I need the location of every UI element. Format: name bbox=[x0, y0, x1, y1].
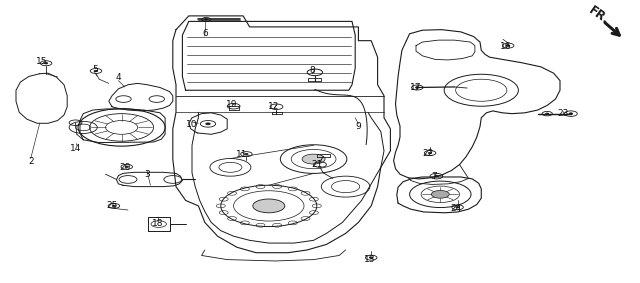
Text: 13: 13 bbox=[364, 255, 375, 264]
Text: 19: 19 bbox=[226, 100, 237, 108]
Text: 4: 4 bbox=[116, 73, 121, 82]
Text: 2: 2 bbox=[28, 157, 33, 166]
Circle shape bbox=[112, 205, 116, 207]
Circle shape bbox=[428, 152, 432, 154]
Circle shape bbox=[369, 257, 373, 258]
Text: 16: 16 bbox=[500, 42, 511, 51]
Circle shape bbox=[205, 19, 207, 20]
Circle shape bbox=[44, 63, 48, 64]
Text: 23: 23 bbox=[557, 109, 569, 118]
Circle shape bbox=[94, 70, 98, 72]
Circle shape bbox=[569, 113, 573, 114]
Text: 9: 9 bbox=[356, 121, 361, 130]
Text: 21: 21 bbox=[311, 160, 323, 169]
Text: 8: 8 bbox=[310, 67, 315, 76]
Circle shape bbox=[244, 153, 248, 155]
Text: 3: 3 bbox=[145, 170, 150, 179]
Text: 6: 6 bbox=[202, 29, 207, 38]
Text: 24: 24 bbox=[450, 204, 461, 213]
Circle shape bbox=[506, 45, 510, 46]
Text: 15: 15 bbox=[36, 57, 47, 66]
Text: 17: 17 bbox=[410, 83, 422, 92]
Text: 25: 25 bbox=[106, 201, 118, 210]
Circle shape bbox=[435, 175, 438, 177]
Text: 10: 10 bbox=[186, 120, 198, 129]
Text: 11: 11 bbox=[236, 151, 248, 159]
Circle shape bbox=[205, 123, 211, 125]
Circle shape bbox=[546, 113, 548, 114]
Circle shape bbox=[456, 207, 460, 208]
Text: FR.: FR. bbox=[586, 3, 612, 27]
Text: 20: 20 bbox=[119, 163, 131, 172]
Circle shape bbox=[302, 154, 325, 164]
Circle shape bbox=[253, 199, 285, 213]
Text: 14: 14 bbox=[70, 143, 81, 153]
Text: 22: 22 bbox=[422, 149, 433, 158]
Text: 12: 12 bbox=[268, 102, 280, 111]
Circle shape bbox=[125, 166, 129, 168]
Text: 7: 7 bbox=[431, 172, 436, 181]
Text: 5: 5 bbox=[92, 65, 97, 74]
Text: 18: 18 bbox=[152, 219, 164, 228]
Circle shape bbox=[431, 190, 449, 198]
Circle shape bbox=[415, 87, 419, 88]
